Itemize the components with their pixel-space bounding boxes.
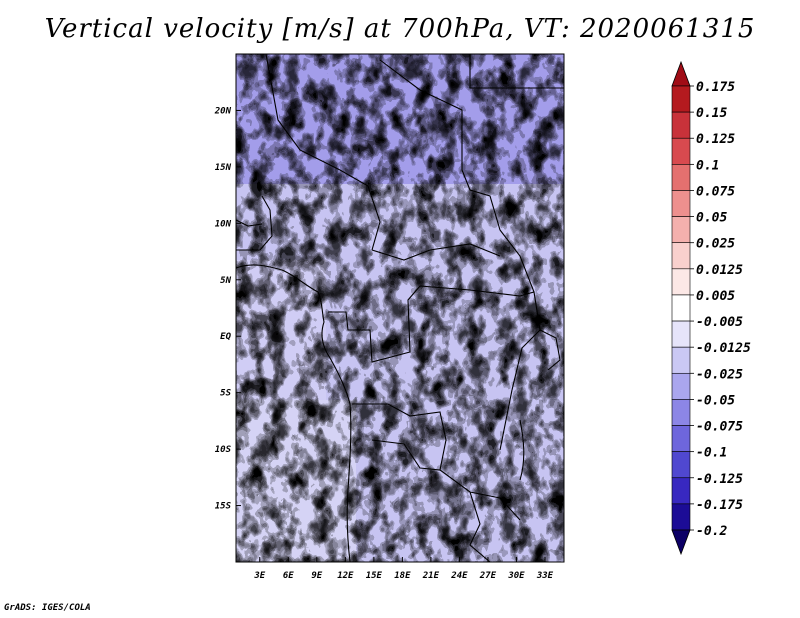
- colorbar-segment: [671, 137, 691, 165]
- latitude-axis: 20N 15N 10N 5N EQ 5S 10S 15S: [214, 106, 241, 512]
- colorbar-label: -0.1: [696, 446, 727, 461]
- colorbar-label: -0.2: [696, 524, 727, 539]
- colorbar-label: -0.005: [696, 315, 743, 330]
- colorbar-label: -0.025: [696, 367, 743, 382]
- map-frame: [235, 53, 565, 563]
- colorbar-segment: [671, 451, 691, 479]
- lat-tick-label: 15S: [215, 502, 232, 512]
- colorbar-label: -0.05: [696, 393, 735, 408]
- colorbar-segment: [671, 216, 691, 244]
- colorbar-segment: [671, 477, 691, 505]
- colorbar-label: 0.175: [696, 80, 735, 95]
- colorbar-label: -0.175: [696, 498, 743, 513]
- colorbar: 0.175 0.15 0.125 0.1 0.075 0.05 0.025 0.0125 0.0…: [671, 60, 751, 556]
- colorbar-segment: [671, 346, 691, 374]
- colorbar-segment: [671, 85, 691, 113]
- colorbar-label: -0.125: [696, 472, 743, 487]
- colorbar-segment: [671, 242, 691, 270]
- colorbar-segment: [671, 503, 691, 531]
- colorbar-segment: [671, 111, 691, 139]
- colorbar-segment: [671, 294, 691, 322]
- longitude-axis: 3E 6E 9E 12E 15E 18E 21E 24E 27E 30E 33E: [253, 557, 554, 581]
- colorbar-label: -0.0125: [696, 341, 751, 356]
- lat-tick-label: 5S: [220, 389, 231, 399]
- lon-tick-label: 18E: [394, 571, 411, 581]
- lat-tick-label: EQ: [220, 332, 231, 342]
- grads-credit: GrADS: IGES/COLA: [4, 603, 91, 613]
- lat-tick-label: 10S: [215, 445, 232, 455]
- colorbar-label: 0.0125: [696, 263, 743, 278]
- lon-tick-label: 3E: [253, 571, 265, 581]
- lat-tick-label: 15N: [215, 163, 232, 173]
- lon-tick-label: 33E: [536, 571, 554, 581]
- colorbar-min-arrow: [671, 529, 691, 556]
- lat-tick-label: 20N: [214, 106, 232, 116]
- colorbar-label: 0.1: [696, 158, 719, 173]
- colorbar-label: 0.15: [696, 106, 727, 121]
- lat-tick-label: 10N: [215, 219, 232, 229]
- colorbar-max-arrow: [671, 60, 691, 87]
- colorbar-label: 0.025: [696, 237, 735, 252]
- velocity-field: [236, 54, 564, 562]
- colorbar-segment: [671, 425, 691, 452]
- lon-tick-label: 9E: [311, 571, 322, 581]
- map-figure: 20N 15N 10N 5N EQ 5S 10S 15S 3E 6E 9E 12E 15E 18E 21E…: [214, 53, 751, 581]
- colorbar-label: 0.125: [696, 132, 735, 147]
- lon-tick-label: 15E: [366, 571, 383, 581]
- colorbar-segment: [671, 399, 691, 426]
- country-borders: [236, 54, 564, 562]
- colorbar-segment: [671, 190, 691, 217]
- colorbar-label: 0.05: [696, 211, 727, 226]
- lon-tick-label: 21E: [422, 571, 440, 581]
- colorbar-label: 0.005: [696, 289, 735, 304]
- colorbar-label: 0.075: [696, 184, 735, 199]
- lon-tick-label: 24E: [450, 571, 468, 581]
- colorbar-segment: [671, 320, 691, 348]
- lon-tick-label: 30E: [507, 571, 525, 581]
- colorbar-segment: [671, 164, 691, 191]
- colorbar-label: -0.075: [696, 420, 743, 435]
- map-title: Vertical velocity [m/s] at 700hPa, VT: 2…: [44, 14, 756, 44]
- lon-tick-label: 27E: [479, 571, 497, 581]
- colorbar-segment: [671, 268, 691, 296]
- colorbar-segment: [671, 372, 691, 400]
- lon-tick-label: 6E: [283, 571, 294, 581]
- lat-tick-label: 5N: [220, 276, 231, 286]
- lon-tick-label: 12E: [337, 571, 354, 581]
